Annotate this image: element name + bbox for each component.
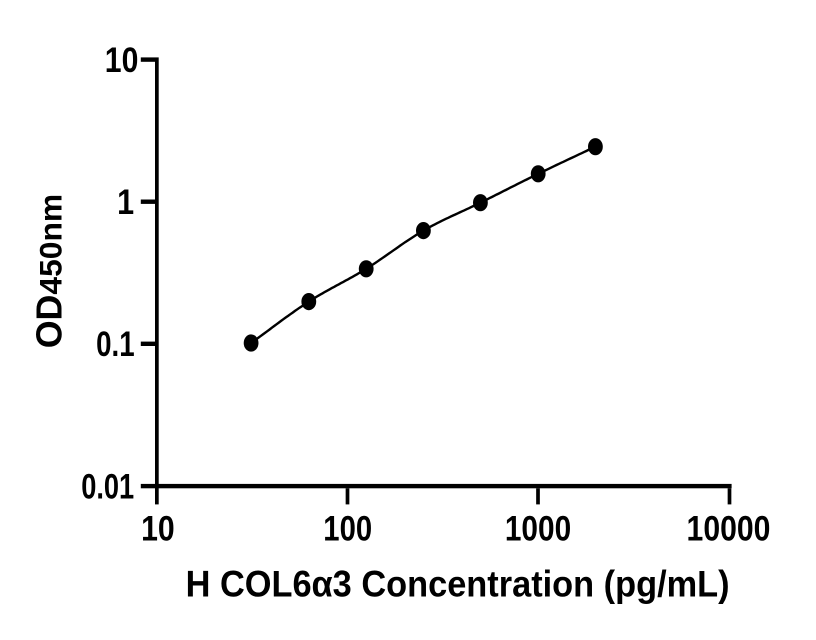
svg-text:0.1: 0.1 bbox=[96, 324, 135, 364]
svg-text:10: 10 bbox=[141, 509, 175, 549]
svg-text:10000: 10000 bbox=[687, 509, 771, 549]
svg-text:100: 100 bbox=[323, 509, 372, 549]
svg-text:1000: 1000 bbox=[505, 509, 571, 549]
svg-text:H COL6α3 Concentration (pg/mL): H COL6α3 Concentration (pg/mL) bbox=[186, 562, 730, 604]
svg-text:10: 10 bbox=[105, 40, 139, 80]
svg-text:1: 1 bbox=[117, 182, 134, 222]
svg-text:0.01: 0.01 bbox=[81, 467, 134, 507]
svg-text:OD450nm: OD450nm bbox=[29, 194, 69, 348]
